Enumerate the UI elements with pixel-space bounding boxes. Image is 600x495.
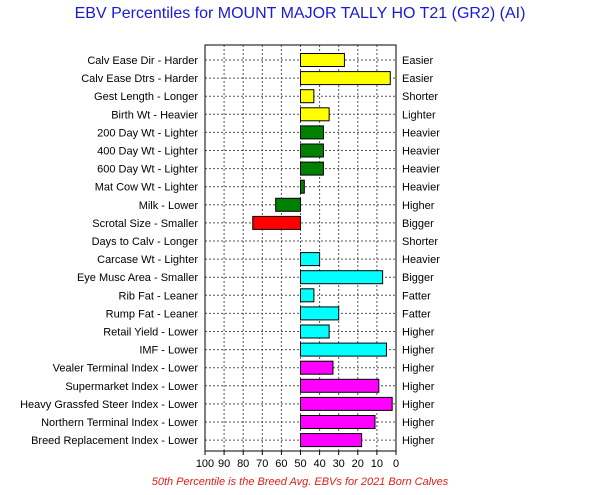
trait-label: Days to Calv - Longer <box>92 236 199 248</box>
bar <box>300 252 321 267</box>
x-tick-label: 50 <box>294 458 306 470</box>
bar <box>300 433 363 448</box>
trait-label: Eye Musc Area - Smaller <box>77 272 198 284</box>
bar <box>300 396 393 411</box>
bar <box>300 71 391 86</box>
direction-label: Heavier <box>402 182 440 194</box>
direction-label: Lighter <box>402 109 436 121</box>
trait-label: Carcase Wt - Lighter <box>97 254 198 266</box>
direction-label: Shorter <box>402 236 438 248</box>
direction-label: Higher <box>402 399 435 411</box>
trait-label: Supermarket Index - Lower <box>65 381 198 393</box>
direction-label: Fatter <box>402 290 431 302</box>
trait-label: Rump Fat - Leaner <box>106 308 199 320</box>
trait-label: 200 Day Wt - Lighter <box>97 127 198 139</box>
direction-label: Heavier <box>402 146 440 158</box>
bar <box>252 215 301 230</box>
trait-label: Rib Fat - Leaner <box>119 290 199 302</box>
direction-label: Higher <box>402 435 435 447</box>
direction-label: Higher <box>402 200 435 212</box>
x-tick-label: 40 <box>313 458 325 470</box>
bar <box>300 107 330 122</box>
trait-label: Northern Terminal Index - Lower <box>41 417 198 429</box>
direction-label: Heavier <box>402 164 440 176</box>
direction-label: Heavier <box>402 254 440 266</box>
trait-label: Retail Yield - Lower <box>103 327 198 339</box>
x-tick-label: 100 <box>196 458 214 470</box>
x-tick-label: 0 <box>393 458 399 470</box>
trait-label: Birth Wt - Heavier <box>111 109 198 121</box>
bar <box>300 179 305 194</box>
direction-label: Higher <box>402 363 435 375</box>
bar <box>300 161 324 176</box>
footnote: 50th Percentile is the Breed Avg. EBVs f… <box>151 476 449 488</box>
bar <box>275 197 302 212</box>
trait-label: IMF - Lower <box>139 345 198 357</box>
direction-label: Easier <box>402 55 434 67</box>
trait-label: Heavy Grassfed Steer Index - Lower <box>20 399 198 411</box>
x-tick-label: 20 <box>352 458 364 470</box>
direction-label: Higher <box>402 345 435 357</box>
direction-label: Bigger <box>402 272 434 284</box>
x-tick-label: 30 <box>333 458 345 470</box>
direction-label: Bigger <box>402 218 434 230</box>
direction-label: Easier <box>402 73 434 85</box>
trait-label: Milk - Lower <box>139 200 199 212</box>
x-tick-label: 70 <box>256 458 268 470</box>
bar <box>300 125 324 140</box>
trait-label: Breed Replacement Index - Lower <box>31 435 198 447</box>
bar <box>300 53 345 67</box>
trait-label: 600 Day Wt - Lighter <box>97 164 198 176</box>
bar <box>300 360 334 375</box>
bar <box>300 306 340 321</box>
trait-label: Mat Cow Wt - Lighter <box>95 182 199 194</box>
trait-label: Calv Ease Dtrs - Harder <box>81 73 198 85</box>
x-tick-label: 90 <box>218 458 230 470</box>
x-tick-label: 10 <box>371 458 383 470</box>
trait-label: Calv Ease Dir - Harder <box>87 55 198 67</box>
direction-label: Higher <box>402 417 435 429</box>
trait-label: 400 Day Wt - Lighter <box>97 146 198 158</box>
trait-label: Scrotal Size - Smaller <box>92 218 198 230</box>
x-tick-label: 60 <box>275 458 287 470</box>
bar <box>300 342 387 357</box>
bar <box>300 288 315 303</box>
bar <box>300 378 380 393</box>
bar <box>300 324 330 339</box>
chart-title: EBV Percentiles for MOUNT MAJOR TALLY HO… <box>74 5 526 22</box>
bar <box>300 270 384 285</box>
direction-label: Higher <box>402 381 435 393</box>
bar <box>300 89 315 104</box>
direction-label: Fatter <box>402 308 431 320</box>
x-tick-label: 80 <box>237 458 249 470</box>
direction-label: Heavier <box>402 127 440 139</box>
x-axis: 100 90 80 70 60 50 40 30 20 10 0 <box>196 451 399 470</box>
bar <box>300 143 324 158</box>
direction-label: Higher <box>402 327 435 339</box>
trait-label: Vealer Terminal Index - Lower <box>53 363 199 375</box>
bar <box>300 415 376 429</box>
trait-label: Gest Length - Longer <box>94 91 198 103</box>
bars <box>252 53 393 448</box>
direction-label: Shorter <box>402 91 438 103</box>
labels: Calv Ease Dir - Harder Easier Calv Ease Dt… <box>20 55 440 447</box>
